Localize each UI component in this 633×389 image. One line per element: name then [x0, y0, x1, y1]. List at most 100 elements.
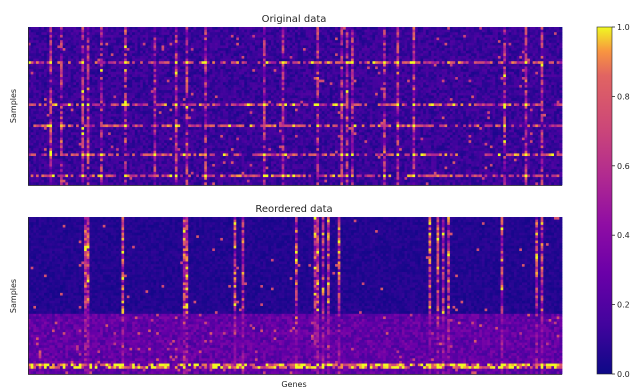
- top-heatmap-cell: [529, 90, 534, 94]
- top-heatmap-cell: [524, 53, 528, 57]
- top-heatmap-cell: [257, 82, 261, 86]
- top-heatmap-cell: [359, 50, 363, 54]
- top-heatmap-cell: [367, 37, 371, 41]
- top-heatmap-cell: [553, 40, 558, 44]
- top-heatmap-cell: [308, 42, 312, 46]
- top-heatmap-cell: [359, 61, 363, 65]
- top-heatmap-cell: [329, 77, 333, 81]
- top-heatmap-cell: [142, 77, 146, 81]
- top-heatmap-cell: [182, 90, 186, 94]
- top-heatmap-cell: [556, 50, 560, 54]
- top-heatmap-cell: [343, 66, 347, 70]
- top-heatmap-cell: [375, 40, 379, 44]
- top-heatmap-cell: [436, 50, 440, 54]
- top-heatmap-cell: [121, 69, 125, 73]
- top-heatmap-cell: [206, 87, 210, 91]
- top-heatmap-cell: [220, 77, 224, 81]
- top-heatmap-cell: [281, 32, 285, 36]
- top-heatmap-cell: [220, 66, 224, 70]
- top-heatmap-cell: [41, 48, 45, 52]
- top-heatmap-cell: [372, 63, 376, 67]
- top-heatmap-cell: [158, 77, 162, 81]
- top-heatmap-cell: [137, 66, 141, 70]
- top-heatmap-cell: [439, 61, 443, 65]
- top-heatmap-cell: [217, 29, 221, 33]
- top-heatmap-cell: [297, 79, 301, 83]
- top-heatmap-cell: [174, 32, 178, 36]
- top-heatmap-cell: [447, 50, 451, 54]
- top-heatmap-cell: [124, 69, 128, 73]
- top-heatmap-cell: [289, 87, 293, 91]
- top-heatmap-cell: [92, 53, 96, 57]
- top-heatmap-cell: [428, 34, 432, 38]
- top-heatmap-cell: [49, 53, 53, 57]
- top-heatmap-cell: [260, 79, 264, 83]
- top-heatmap-cell: [420, 42, 424, 46]
- top-heatmap-cell: [220, 61, 224, 65]
- top-heatmap-cell: [351, 40, 355, 44]
- top-heatmap-cell: [479, 48, 483, 52]
- top-heatmap-cell: [54, 42, 58, 46]
- top-heatmap-cell: [257, 69, 261, 73]
- top-heatmap-cell: [246, 82, 251, 86]
- top-heatmap-cell: [511, 40, 515, 44]
- top-heatmap-cell: [273, 63, 277, 67]
- top-heatmap-cell: [140, 29, 144, 33]
- top-heatmap-cell: [513, 27, 518, 31]
- top-heatmap-cell: [249, 53, 253, 57]
- top-heatmap-cell: [140, 87, 144, 91]
- top-heatmap-cell: [233, 27, 237, 31]
- top-heatmap-cell: [495, 42, 499, 46]
- top-heatmap-cell: [150, 45, 154, 49]
- top-heatmap-cell: [372, 82, 376, 86]
- top-heatmap-cell: [62, 48, 66, 52]
- top-heatmap-cell: [364, 82, 368, 86]
- top-heatmap-cell: [33, 79, 37, 83]
- top-heatmap-cell: [249, 87, 253, 91]
- top-heatmap-cell: [268, 87, 272, 91]
- top-heatmap-cell: [236, 87, 240, 91]
- top-heatmap-cell: [404, 34, 408, 38]
- top-heatmap-cell: [332, 34, 336, 38]
- top-heatmap-cell: [196, 90, 200, 94]
- top-heatmap-cell: [316, 45, 320, 49]
- top-heatmap-cell: [527, 82, 531, 86]
- top-heatmap-cell: [559, 77, 563, 81]
- top-heatmap-cell: [289, 82, 293, 86]
- top-heatmap-cell: [78, 79, 82, 83]
- top-heatmap-cell: [460, 84, 464, 88]
- top-heatmap-cell: [121, 77, 125, 81]
- top-heatmap-cell: [417, 53, 421, 57]
- top-heatmap-cell: [121, 37, 125, 41]
- top-heatmap-cell: [49, 48, 53, 52]
- top-heatmap-cell: [284, 74, 288, 78]
- top-heatmap-cell: [361, 74, 365, 78]
- top-heatmap-cell: [449, 87, 453, 91]
- top-heatmap-cell: [503, 77, 507, 81]
- top-heatmap-cell: [182, 82, 186, 86]
- top-heatmap-cell: [148, 42, 152, 46]
- top-heatmap-cell: [198, 37, 202, 41]
- top-heatmap-cell: [174, 63, 178, 67]
- top-heatmap-cell: [145, 42, 149, 46]
- top-heatmap-cell: [335, 84, 339, 88]
- top-heatmap-cell: [54, 71, 58, 75]
- top-heatmap-cell: [383, 34, 387, 38]
- top-heatmap-cell: [230, 63, 234, 67]
- top-heatmap-cell: [180, 66, 184, 70]
- top-heatmap-cell: [348, 87, 352, 91]
- top-heatmap-cell: [367, 66, 371, 70]
- top-heatmap-cell: [209, 34, 213, 38]
- top-heatmap-cell: [559, 42, 563, 46]
- top-heatmap-cell: [209, 90, 213, 94]
- top-heatmap-cell: [385, 42, 389, 46]
- top-heatmap-cell: [348, 90, 352, 94]
- top-heatmap-cell: [465, 74, 469, 78]
- top-heatmap-cell: [273, 50, 277, 54]
- top-heatmap-cell: [393, 32, 397, 36]
- top-heatmap-cell: [284, 42, 288, 46]
- top-heatmap-cell: [52, 45, 56, 49]
- top-heatmap-cell: [487, 55, 491, 59]
- top-heatmap-cell: [524, 42, 528, 46]
- top-heatmap-cell: [220, 82, 224, 86]
